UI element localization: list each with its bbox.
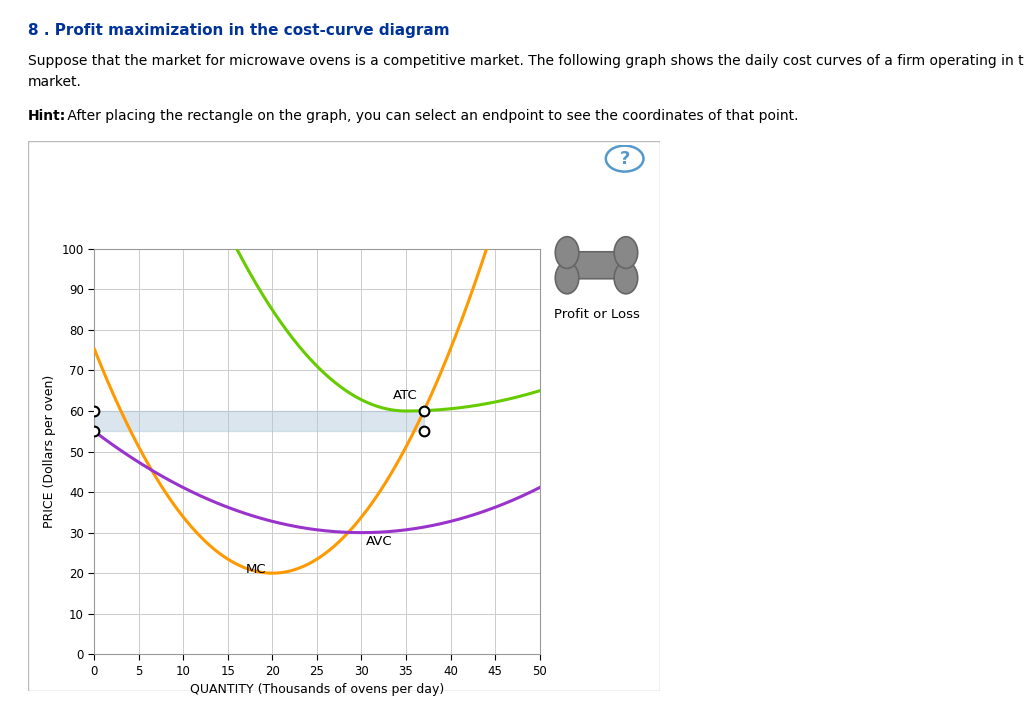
Circle shape xyxy=(606,146,643,171)
Circle shape xyxy=(614,262,638,294)
FancyBboxPatch shape xyxy=(566,252,627,278)
Circle shape xyxy=(614,237,638,269)
Circle shape xyxy=(555,237,579,269)
Bar xyxy=(94,411,424,431)
Text: Profit or Loss: Profit or Loss xyxy=(554,308,639,321)
Y-axis label: PRICE (Dollars per oven): PRICE (Dollars per oven) xyxy=(43,375,56,528)
Text: Hint:: Hint: xyxy=(28,109,66,123)
Text: market.: market. xyxy=(28,75,82,90)
X-axis label: QUANTITY (Thousands of ovens per day): QUANTITY (Thousands of ovens per day) xyxy=(189,683,444,697)
Text: ?: ? xyxy=(620,149,630,168)
Text: 8 . Profit maximization in the cost-curve diagram: 8 . Profit maximization in the cost-curv… xyxy=(28,23,450,37)
Text: AVC: AVC xyxy=(366,535,392,548)
Text: ATC: ATC xyxy=(392,389,418,402)
Text: Suppose that the market for microwave ovens is a competitive market. The followi: Suppose that the market for microwave ov… xyxy=(28,54,1024,68)
Text: MC: MC xyxy=(246,563,266,576)
Circle shape xyxy=(555,262,579,294)
Text: After placing the rectangle on the graph, you can select an endpoint to see the : After placing the rectangle on the graph… xyxy=(63,109,799,123)
